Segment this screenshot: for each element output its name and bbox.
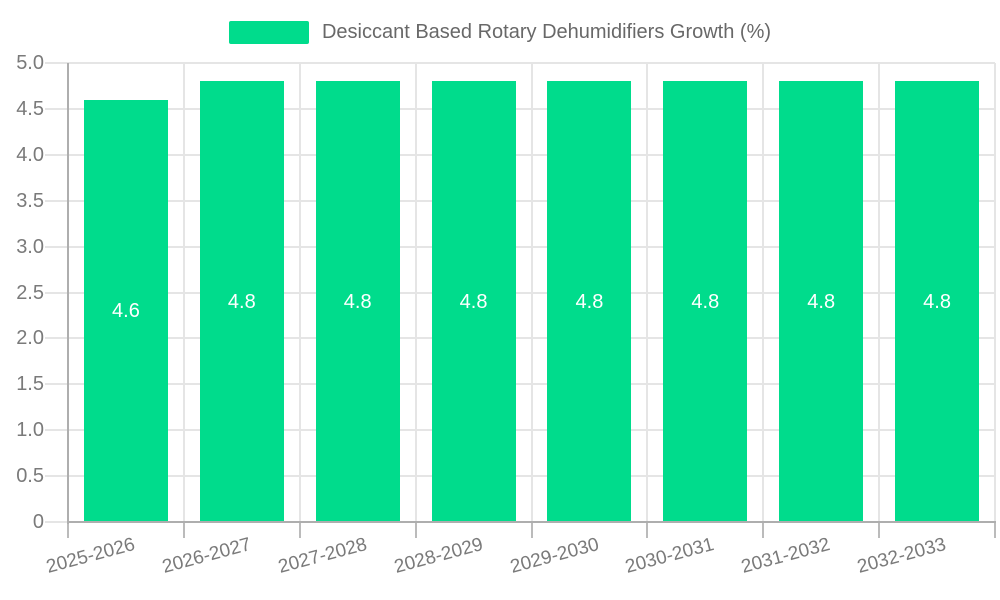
v-gridline [298,63,301,522]
bar[interactable] [895,81,980,522]
x-axis-tick [878,522,881,538]
y-tick-label: 4.0 [16,143,44,166]
legend-swatch[interactable] [228,21,309,44]
x-tick-label: 2028-2029 [391,534,485,578]
x-axis-tick [994,522,996,538]
y-tick-label: 3.5 [16,189,44,212]
bar-value-label: 4.8 [227,290,256,313]
x-tick-label: 2031-2032 [739,534,833,578]
x-axis-tick [67,522,69,538]
h-gridline [45,475,995,478]
bar[interactable] [199,81,284,522]
x-axis-line [67,521,996,523]
h-gridline [45,153,995,156]
h-gridline [45,245,995,248]
bar[interactable] [83,99,168,522]
y-tick-label: 1.5 [16,373,44,396]
y-tick-label: 1.0 [16,419,44,442]
y-tick-label: 5.0 [16,52,44,74]
bar[interactable] [431,81,516,522]
v-gridline [878,63,881,522]
bar-value-label: 4.8 [575,290,604,313]
y-tick-label: 3.0 [16,235,44,258]
x-tick-label: 2026-2027 [160,534,254,578]
x-tick-label: 2030-2031 [623,534,717,578]
v-gridline [414,63,417,522]
bar-value-label: 4.8 [343,290,372,313]
y-tick-label: 2.5 [16,281,44,304]
bar-value-label: 4.8 [807,290,836,313]
v-gridline [182,63,185,522]
h-gridline [45,291,995,294]
x-tick-label: 2032-2033 [855,534,949,578]
h-gridline [45,62,995,64]
x-tick-label: 2027-2028 [275,534,370,578]
bar-value-label: 4.6 [112,299,140,322]
v-gridline [646,63,649,522]
bar[interactable] [663,81,748,522]
v-gridline [994,63,996,522]
h-gridline [45,337,995,340]
legend[interactable]: Desiccant Based Rotary Dehumidifiers Gro… [0,21,1000,44]
x-axis-tick [646,522,649,538]
x-axis-tick [182,522,185,538]
v-gridline [762,63,765,522]
bar-value-label: 4.8 [459,290,488,313]
y-tick-label: 0 [32,511,44,533]
bar[interactable] [315,81,400,522]
legend-label[interactable]: Desiccant Based Rotary Dehumidifiers Gro… [321,21,772,43]
x-axis-tick [530,522,533,538]
y-tick-label: 0.5 [16,465,44,488]
x-tick-label: 2029-2030 [507,534,601,578]
bar[interactable] [547,81,632,522]
x-axis-tick [762,522,765,538]
h-gridline [45,383,995,386]
h-gridline [45,107,995,110]
bar[interactable] [779,81,864,522]
y-tick-label: 4.5 [16,97,44,120]
x-axis-tick [414,522,417,538]
plot-area: 4.6 4.8 4.8 4.8 4.8 4.8 4.8 4.8 [45,62,996,538]
x-tick-label: 2025-2026 [44,534,138,578]
y-tick-label: 2.0 [16,327,44,350]
v-gridline [530,63,533,522]
y-axis-line [67,63,69,524]
x-axis-tick [298,522,301,538]
h-gridline [45,429,995,432]
h-gridline [45,199,995,202]
bar-value-label: 4.8 [923,290,951,313]
bar-value-label: 4.8 [691,290,720,313]
